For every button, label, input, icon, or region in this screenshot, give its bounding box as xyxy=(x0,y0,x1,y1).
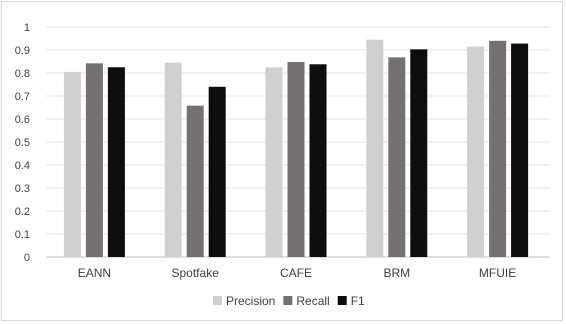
y-tick-label: 0 xyxy=(24,252,30,264)
bar-recall-mfuie xyxy=(489,40,507,257)
y-tick-label: 0.2 xyxy=(15,206,30,218)
y-tick-label: 0.7 xyxy=(15,91,30,103)
bar-f1-brm xyxy=(410,49,428,258)
y-tick-label: 0.8 xyxy=(15,68,30,80)
bar-f1-eann xyxy=(107,67,125,257)
y-tick-label: 1 xyxy=(24,22,30,34)
legend-swatch-f1 xyxy=(337,296,347,305)
x-category-label: EANN xyxy=(78,266,111,280)
bar-recall-cafe xyxy=(287,61,305,258)
bar-recall-brm xyxy=(388,57,406,257)
x-axis-categories: EANN Spotfake CAFE BRM MFUIE xyxy=(78,266,517,280)
y-axis-ticks: 0 0.1 0.2 0.3 0.4 0.5 0.6 0.7 0.8 0.9 1 xyxy=(15,22,30,264)
bar-precision-brm xyxy=(366,39,384,258)
y-tick-label: 0.4 xyxy=(15,160,30,172)
x-category-label: CAFE xyxy=(280,266,312,280)
x-category-label: BRM xyxy=(383,266,410,280)
y-tick-label: 0.6 xyxy=(15,114,30,126)
x-category-label: Spotfake xyxy=(172,266,220,280)
bar-precision-cafe xyxy=(265,67,283,257)
y-tick-label: 0.1 xyxy=(15,229,30,241)
bar-f1-spotfake xyxy=(208,86,226,257)
legend-swatch-recall xyxy=(283,296,293,305)
bar-precision-eann xyxy=(63,71,81,257)
legend-swatch-precision xyxy=(213,296,222,305)
legend-label-recall: Recall xyxy=(296,294,329,308)
bar-precision-spotfake xyxy=(164,62,182,258)
x-category-label: MFUIE xyxy=(479,266,516,280)
bar-recall-spotfake xyxy=(186,105,204,257)
bars xyxy=(63,39,529,258)
legend: Precision Recall F1 xyxy=(213,294,365,308)
bar-f1-cafe xyxy=(309,64,327,257)
bar-precision-mfuie xyxy=(467,46,485,257)
y-tick-label: 0.9 xyxy=(15,45,30,57)
y-tick-label: 0.3 xyxy=(15,183,30,195)
bar-recall-eann xyxy=(85,63,103,258)
bar-f1-mfuie xyxy=(511,43,529,258)
y-tick-label: 0.5 xyxy=(15,137,30,149)
legend-label-precision: Precision xyxy=(226,294,275,308)
legend-label-f1: F1 xyxy=(351,294,365,308)
